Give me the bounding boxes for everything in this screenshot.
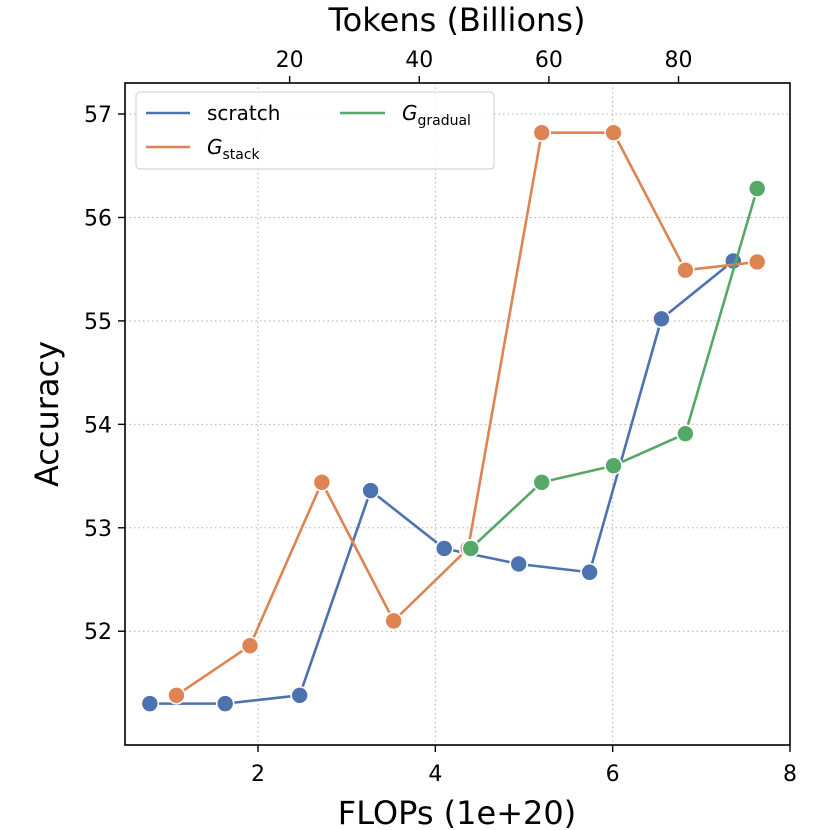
legend: scratch Gstack Ggradual — [135, 91, 495, 170]
x-axis-title: FLOPs (1e+20) — [338, 794, 576, 830]
y-tick-label: 56 — [84, 206, 112, 231]
legend-label-gstack: Gstack — [207, 135, 261, 163]
series-line-g-gradual — [469, 188, 759, 550]
top-x-tick-label: 60 — [535, 48, 563, 73]
legend-label-ggradual: Ggradual — [402, 101, 471, 129]
data-point-g-gradual — [461, 539, 481, 558]
y-tick-label: 52 — [84, 620, 112, 645]
y-tick-label: 53 — [84, 517, 112, 542]
data-point-scratch — [509, 554, 528, 574]
x-tick-label: 4 — [428, 762, 442, 787]
data-point-scratch — [580, 562, 599, 582]
data-point-g-stack — [384, 611, 403, 631]
data-point-scratch — [215, 694, 235, 713]
data-point-g-stack — [167, 686, 186, 705]
y-tick-label: 57 — [84, 103, 112, 128]
top-x-axis-ticks: 20 40 60 80 — [276, 48, 693, 83]
y-axis-title: Accuracy — [28, 341, 66, 487]
legend-box — [135, 91, 495, 170]
top-x-tick-label: 20 — [276, 48, 304, 73]
y-axis-ticks: 52 53 54 55 56 57 — [84, 103, 125, 645]
grid-lines — [125, 83, 791, 745]
data-point-scratch — [290, 686, 309, 705]
series-line-scratch — [149, 259, 735, 705]
x-tick-label: 6 — [606, 762, 620, 787]
data-point-g-stack — [604, 123, 623, 142]
x-tick-label: 8 — [783, 762, 797, 787]
top-x-tick-label: 80 — [665, 48, 693, 73]
data-point-scratch — [652, 309, 671, 329]
top-x-axis-title: Tokens (Billions) — [328, 1, 586, 39]
data-point-g-stack — [312, 472, 332, 492]
y-tick-label: 55 — [84, 310, 112, 335]
data-point-g-gradual — [747, 179, 767, 198]
legend-label-scratch: scratch — [207, 101, 280, 125]
plot-frame — [124, 82, 791, 746]
data-point-g-stack — [747, 252, 767, 272]
data-point-g-stack — [532, 123, 552, 142]
data-point-g-stack — [676, 260, 695, 280]
data-point-scratch — [140, 694, 160, 713]
data-point-g-gradual — [676, 424, 695, 443]
y-tick-label: 54 — [84, 413, 112, 438]
data-point-g-gradual — [604, 456, 623, 476]
top-x-tick-label: 40 — [405, 48, 433, 73]
data-point-scratch — [361, 481, 380, 500]
data-point-g-gradual — [532, 472, 552, 492]
series-layer — [140, 123, 767, 713]
x-axis-ticks: 2 4 6 8 — [251, 745, 797, 787]
data-point-g-stack — [240, 636, 260, 656]
x-tick-label: 2 — [251, 762, 265, 787]
data-point-scratch — [434, 539, 454, 558]
